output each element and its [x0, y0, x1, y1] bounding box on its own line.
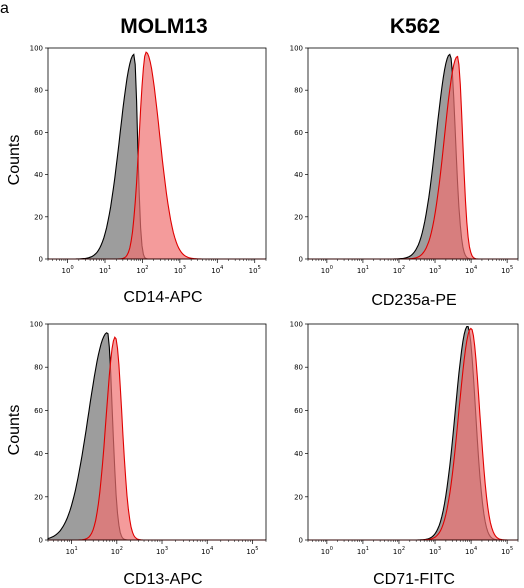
histogram-stained-2 [308, 55, 518, 260]
histogram-control-3 [47, 332, 266, 541]
x-tick-label: 102 [136, 265, 148, 275]
histogram-panels: 0 20 40 60 80 100 100 101 102 103 104 105 CD14-APC 0 2… [30, 45, 519, 588]
y-tick-label: 80 [294, 87, 303, 95]
y-tick-label: 20 [294, 213, 303, 221]
y-tick-label: 60 [294, 407, 303, 415]
y-tick-label: 100 [30, 321, 43, 329]
plot-frame [307, 323, 519, 541]
x-tick-label: 105 [249, 265, 261, 275]
x-tick-label: 102 [111, 546, 123, 556]
x-tick-label: 105 [501, 546, 513, 556]
y-tick-label: 100 [290, 321, 303, 329]
x-axis-label: CD14-APC [123, 289, 202, 306]
histogram-stained-4 [308, 327, 518, 541]
row2-ylabel: Counts [6, 405, 23, 456]
panel-2: 0 20 40 60 80 100 100 101 102 103 104 105 CD235a-PE [290, 45, 519, 309]
y-tick-label: 40 [34, 450, 43, 458]
x-tick-label: 101 [357, 546, 369, 556]
y-tick-label: 100 [30, 45, 43, 53]
x-tick-label: 101 [357, 265, 369, 275]
x-tick-label: 105 [246, 546, 258, 556]
y-tick-label: 20 [294, 493, 303, 501]
column-title-right: K562 [390, 15, 440, 38]
x-axis-label: CD235a-PE [371, 292, 456, 309]
x-tick-label: 104 [201, 546, 213, 556]
x-tick-label: 100 [321, 546, 333, 556]
y-tick-label: 60 [294, 129, 303, 137]
y-tick-label: 80 [294, 364, 303, 372]
x-tick-label: 104 [211, 265, 223, 275]
x-tick-label: 105 [501, 265, 513, 275]
y-tick-label: 60 [34, 407, 43, 415]
x-tick-label: 103 [156, 546, 168, 556]
plot-frame [307, 47, 519, 260]
y-tick-label: 0 [299, 537, 303, 545]
y-tick-label: 60 [34, 129, 43, 137]
y-tick-label: 20 [34, 493, 43, 501]
x-tick-label: 102 [393, 265, 405, 275]
x-tick-label: 102 [393, 546, 405, 556]
y-tick-label: 0 [299, 256, 303, 264]
y-tick-label: 40 [294, 450, 303, 458]
histogram-stained-1 [48, 51, 266, 260]
x-tick-label: 104 [465, 265, 477, 275]
y-tick-label: 100 [290, 45, 303, 53]
y-tick-label: 40 [294, 171, 303, 179]
x-axis-label: CD13-APC [123, 571, 202, 588]
panel-1: 0 20 40 60 80 100 100 101 102 103 104 105 CD14-APC [30, 45, 267, 306]
y-tick-label: 20 [34, 213, 43, 221]
column-title-left: MOLM13 [120, 15, 208, 38]
y-tick-label: 80 [34, 364, 43, 372]
panel-3: 0 20 40 60 80 100 101 102 103 104 105 CD13-APC [30, 321, 267, 588]
row1-ylabel: Counts [6, 135, 23, 186]
x-tick-label: 101 [66, 546, 78, 556]
y-tick-label: 0 [39, 256, 43, 264]
x-tick-label: 103 [429, 546, 441, 556]
panel-letter: a [0, 0, 9, 17]
histogram-control-2 [308, 53, 518, 260]
plot-frame [47, 47, 267, 260]
panel-4: 0 20 40 60 80 100 100 101 102 103 104 105 CD71-FITC [290, 321, 519, 588]
x-axis-label: CD71-FITC [373, 571, 455, 588]
x-tick-label: 104 [465, 546, 477, 556]
plot-frame [47, 323, 267, 541]
x-tick-label: 103 [174, 265, 186, 275]
y-tick-label: 40 [34, 171, 43, 179]
x-tick-label: 103 [429, 265, 441, 275]
x-tick-label: 100 [321, 265, 333, 275]
y-tick-label: 0 [39, 537, 43, 545]
y-tick-label: 80 [34, 87, 43, 95]
x-tick-label: 101 [99, 265, 111, 275]
x-tick-label: 100 [62, 265, 74, 275]
